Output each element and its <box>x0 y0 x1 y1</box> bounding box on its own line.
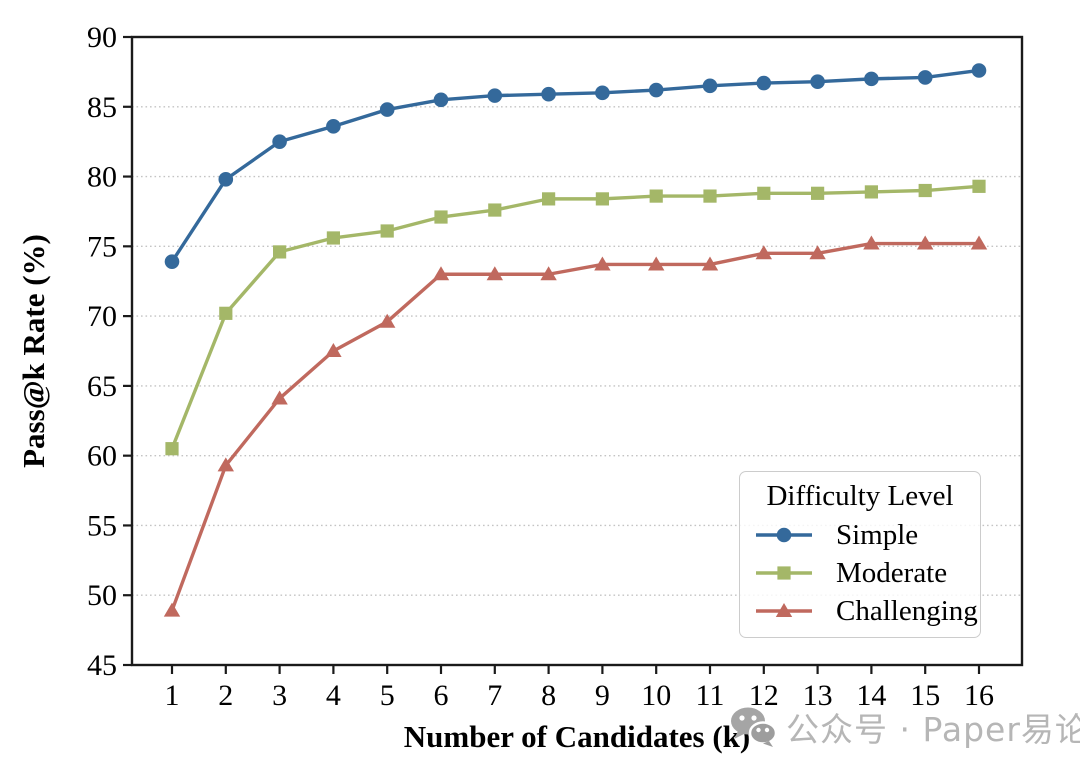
legend-label-moderate: Moderate <box>836 556 948 589</box>
legend-items: Simple Moderate Challenging <box>740 516 980 630</box>
y-tick-label: 60 <box>87 440 117 473</box>
challenging-marker <box>970 235 988 250</box>
x-tick-label: 5 <box>380 679 395 712</box>
simple-marker <box>272 134 287 149</box>
y-tick-label: 70 <box>87 300 117 333</box>
challenging-marker <box>432 266 450 281</box>
x-tick-label: 9 <box>595 679 610 712</box>
y-axis-title: Pass@k Rate (%) <box>16 234 51 468</box>
moderate-marker <box>864 185 878 199</box>
challenging-marker <box>217 457 234 472</box>
watermark-text: 公众号 · Paper易论 <box>786 710 1080 749</box>
legend-item-challenging: Challenging <box>740 592 980 630</box>
legend-title: Difficulty Level <box>766 480 954 512</box>
challenging-marker <box>486 266 503 281</box>
legend-label-simple: Simple <box>836 518 919 551</box>
simple-marker <box>595 85 610 101</box>
x-tick-label: 8 <box>541 679 556 712</box>
square-legend-marker <box>756 566 812 580</box>
legend: Difficulty Level Simple Moderate Challengi… <box>739 471 981 638</box>
simple-marker <box>487 88 503 103</box>
x-tick-label: 4 <box>326 679 341 712</box>
simple-marker <box>379 102 395 117</box>
x-axis-title: Number of Candidates (k) <box>404 719 750 754</box>
y-tick-label: 85 <box>87 91 117 124</box>
y-tick-label: 75 <box>87 230 117 263</box>
moderate-marker <box>488 203 502 217</box>
moderate-marker <box>380 224 394 238</box>
y-tick-label: 55 <box>87 509 117 542</box>
challenging-marker <box>755 245 772 260</box>
y-tick-label: 45 <box>87 649 117 682</box>
x-tick-label: 16 <box>964 679 994 712</box>
simple-marker <box>864 71 879 87</box>
moderate-marker <box>757 186 771 200</box>
circle-legend-marker <box>756 527 812 543</box>
moderate-marker <box>649 189 663 203</box>
x-tick-label: 15 <box>910 679 940 712</box>
x-tick-label: 7 <box>487 679 502 712</box>
moderate-marker <box>972 179 986 193</box>
moderate-marker <box>273 245 287 259</box>
axes-frame <box>130 35 1024 667</box>
x-tick-label: 14 <box>856 679 886 712</box>
simple-marker <box>702 78 718 94</box>
simple-marker <box>917 70 933 85</box>
simple-marker <box>433 92 449 108</box>
challenging-marker <box>540 266 557 281</box>
simple-marker <box>810 74 825 89</box>
simple-marker <box>326 119 341 134</box>
simple-marker <box>648 82 664 98</box>
moderate-marker <box>811 186 825 200</box>
y-tick-label: 80 <box>87 161 117 194</box>
y-tick-label: 65 <box>87 370 117 403</box>
challenging-marker <box>701 256 719 271</box>
moderate-marker <box>595 192 609 206</box>
challenging-marker <box>809 245 826 260</box>
y-tick-label: 50 <box>87 579 117 612</box>
challenging-marker <box>271 390 288 405</box>
moderate-marker <box>918 183 932 198</box>
simple-line <box>170 68 980 263</box>
legend-item-moderate: Moderate <box>740 554 980 592</box>
triangle-legend-marker <box>756 603 812 617</box>
x-tick-label: 12 <box>749 679 779 712</box>
moderate-marker <box>165 442 179 456</box>
x-tick-label: 2 <box>218 679 233 712</box>
x-tick-label: 13 <box>803 679 833 712</box>
simple-marker <box>164 254 180 269</box>
simple-marker <box>756 75 772 91</box>
moderate-marker <box>434 210 448 224</box>
moderate-line <box>170 184 980 450</box>
moderate-marker <box>326 231 340 245</box>
moderate-marker <box>703 189 717 203</box>
x-tick-label: 3 <box>272 679 287 712</box>
simple-marker <box>541 86 556 102</box>
challenging-marker <box>594 256 611 271</box>
moderate-marker <box>219 306 233 320</box>
legend-label-challenging: Challenging <box>836 594 978 627</box>
challenging-marker <box>648 256 665 271</box>
simple-marker <box>218 172 234 187</box>
challenging-marker <box>917 235 934 250</box>
x-tick-label: 10 <box>641 679 671 712</box>
challenging-marker <box>863 235 880 250</box>
challenging-marker <box>163 602 181 617</box>
y-tick-label: 90 <box>87 21 117 54</box>
simple-marker <box>971 63 987 78</box>
watermark: 公众号 · Paper易论 <box>729 703 1080 751</box>
x-tick-label: 1 <box>165 679 180 712</box>
challenging-marker <box>379 313 396 328</box>
x-tick-label: 6 <box>434 679 449 712</box>
x-tick-label: 11 <box>696 679 725 712</box>
challenging-marker <box>325 343 342 357</box>
moderate-marker <box>542 192 556 206</box>
wechat-icon <box>731 707 777 747</box>
challenging-line <box>170 241 979 612</box>
legend-item-simple: Simple <box>740 516 980 554</box>
